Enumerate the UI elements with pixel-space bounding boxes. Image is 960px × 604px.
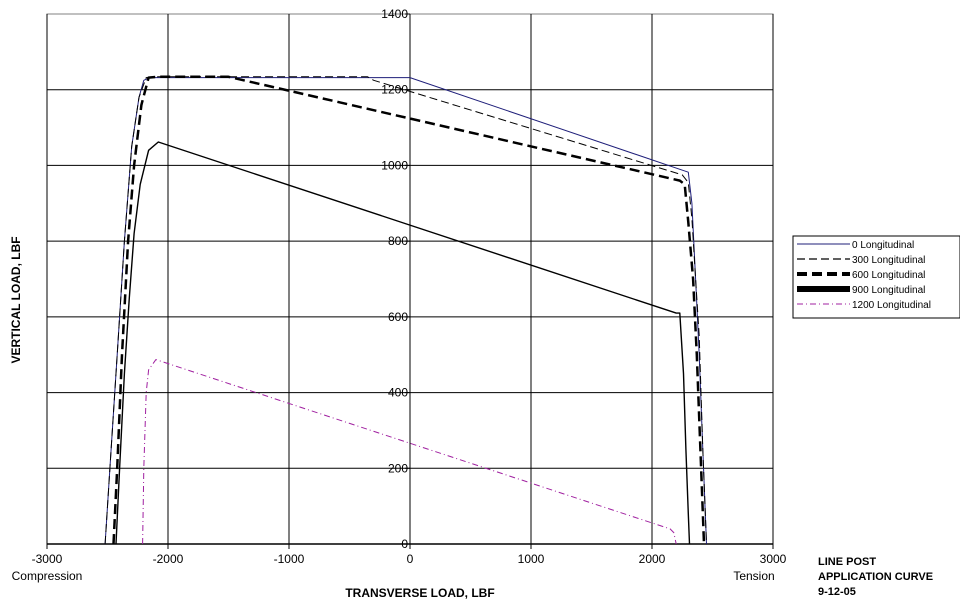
series-line-3 xyxy=(115,141,691,545)
legend-label: 0 Longitudinal xyxy=(852,240,914,251)
y-tick-label: 1200 xyxy=(381,83,408,97)
x-tick-label: -3000 xyxy=(32,552,63,566)
series-line-1 xyxy=(104,76,707,545)
x-tick-labels: -3000 -2000 -1000 0 1000 2000 3000 xyxy=(32,552,787,566)
x-tick-label: -1000 xyxy=(274,552,305,566)
y-axis-title: VERTICAL LOAD, LBF xyxy=(9,236,23,363)
series-line-4 xyxy=(142,359,677,545)
legend: 0 Longitudinal 300 Longitudinal 600 Longit… xyxy=(792,235,960,319)
grid-lines xyxy=(46,13,774,549)
y-tick-label: 800 xyxy=(388,234,408,248)
legend-label: 900 Longitudinal xyxy=(852,285,925,296)
y-tick-label: 400 xyxy=(388,386,408,400)
note-line-2: APPLICATION CURVE xyxy=(818,571,933,583)
y-tick-label: 200 xyxy=(388,461,408,475)
x-tick-label: -2000 xyxy=(153,552,184,566)
series-layer xyxy=(104,75,707,545)
legend-label: 300 Longitudinal xyxy=(852,255,925,266)
series-line-2 xyxy=(112,75,706,545)
note-line-1: LINE POST xyxy=(818,556,876,568)
legend-box xyxy=(792,235,960,319)
compression-label: Compression xyxy=(12,569,83,583)
x-tick-label: 3000 xyxy=(760,552,787,566)
y-tick-label: 600 xyxy=(388,310,408,324)
y-tick-label: 1400 xyxy=(381,7,408,21)
x-tick-label: 2000 xyxy=(639,552,666,566)
note-line-3: 9-12-05 xyxy=(818,586,856,598)
x-axis-title: TRANSVERSE LOAD, LBF xyxy=(345,586,494,600)
tension-label: Tension xyxy=(733,569,774,583)
y-tick-label: 1000 xyxy=(381,158,408,172)
x-tick-label: 1000 xyxy=(518,552,545,566)
legend-label: 600 Longitudinal xyxy=(852,270,925,281)
x-tick-label: 0 xyxy=(407,552,414,566)
y-tick-label: 0 xyxy=(401,537,408,551)
y-tick-labels: 0 200 400 600 800 1000 1200 1400 xyxy=(381,7,408,551)
legend-label: 1200 Longitudinal xyxy=(852,300,931,311)
